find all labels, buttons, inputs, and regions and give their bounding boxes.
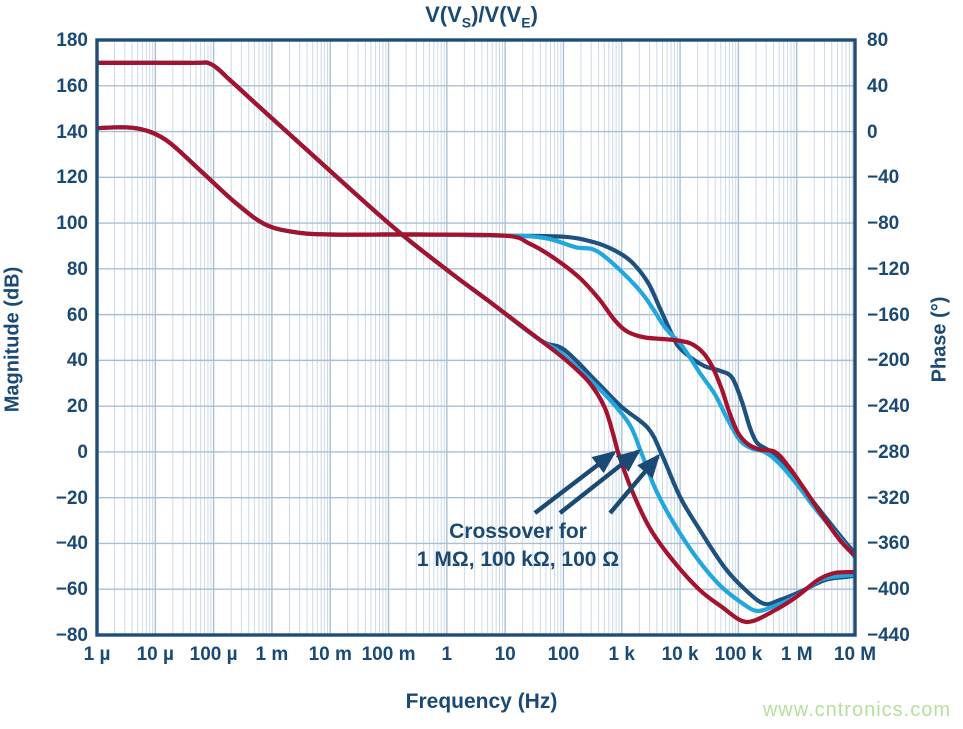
title-subscript-s: S [461,14,472,31]
y-right-tick--40: −40 [867,167,900,189]
y-left-tick-40: 40 [66,350,88,372]
y-right-tick-80: 80 [867,30,889,51]
x-tick-1k: 1 k [608,644,635,665]
x-tick-1: 1 [441,644,453,665]
x-tick-100k: 100 k [714,644,763,665]
crossover-arrow-2 [558,449,641,515]
y-left-tick-60: 60 [66,304,88,326]
y-right-tick--120: −120 [867,258,910,280]
chart-title: V(VS)/V(VE) [0,2,963,30]
y-left-tick-120: 120 [56,167,88,189]
x-tick-10: 10 [494,644,516,665]
y-left-tick-160: 160 [56,75,88,97]
crossover-annotation-line2: 1 MΩ, 100 kΩ, 100 Ω [416,548,620,571]
x-tick-10m: 10 m [308,644,352,665]
y-right-tick--280: −280 [867,441,910,463]
y-right-tick--200: −200 [867,350,910,372]
curve-magnitude-1M [97,60,855,625]
title-part: )/V(V [471,2,522,27]
x-tick-1µ: 1 µ [83,644,111,665]
title-part: V(V [425,2,462,27]
x-tick-10k: 10 k [661,644,699,665]
y-left-tick--20: −20 [55,487,88,509]
crossover-annotation: Crossover for 1 MΩ, 100 kΩ, 100 Ω [368,518,668,574]
y-left-tick--60: −60 [55,579,88,601]
crossover-arrows [533,449,661,515]
y-right-tick--80: −80 [867,213,900,235]
x-tick-10M: 10 M [833,644,877,665]
y-left-tick-100: 100 [56,213,88,235]
title-part: ) [530,2,538,27]
x-tick-100m: 100 m [361,644,416,665]
x-tick-100: 100 [547,644,580,665]
y-left-tick-140: 140 [56,121,88,143]
y-right-tick--320: −320 [867,487,910,509]
crossover-annotation-line1: Crossover for [449,520,587,543]
plot-border [95,38,857,637]
title-subscript-e: E [521,14,531,31]
crossover-arrow-3 [608,453,661,515]
x-tick-1m: 1 m [255,644,289,665]
watermark-text: www.cntronics.com [762,699,951,721]
y-right-tick-0: 0 [867,121,878,143]
y-left-tick-180: 180 [56,30,88,51]
y-right-tick-40: 40 [867,75,889,97]
y-left-tick-80: 80 [66,258,88,280]
y-right-tick--240: −240 [867,396,910,418]
x-tick-10µ: 10 µ [136,644,174,665]
y-right-tick--360: −360 [867,533,910,555]
curve-phase-1M [97,125,855,559]
x-tick-100µ: 100 µ [189,644,238,665]
y-right-tick--440: −440 [867,625,910,646]
y-right-tick--400: −400 [867,579,910,601]
y-left-tick-20: 20 [66,396,88,418]
y-left-tick--40: −40 [55,533,88,555]
x-tick-1M: 1 M [780,644,813,665]
y-left-tick--80: −80 [55,625,88,646]
x-axis-title: Frequency (Hz) [405,690,558,713]
y-left-tick-0: 0 [77,441,88,463]
crossover-arrow-1 [533,450,617,515]
y-right-tick--160: −160 [867,304,910,326]
curves [97,60,855,625]
